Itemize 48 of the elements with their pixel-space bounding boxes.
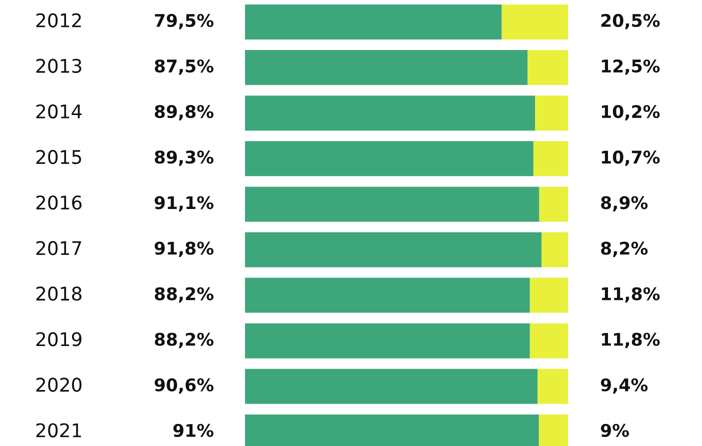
bar [539, 186, 568, 222]
data-label: 9,4% [600, 378, 648, 394]
data-label: 79,5% [154, 14, 214, 30]
bar [245, 323, 530, 358]
data-label: 89,8% [154, 105, 214, 120]
bar [245, 50, 528, 86]
data-label: 91% [173, 424, 214, 437]
bar [533, 141, 568, 176]
y-tick-label: 2020 [36, 378, 82, 392]
y-tick-label: 2017 [36, 241, 82, 256]
data-label: 10,2% [602, 105, 660, 120]
y-tick-label: 2018 [36, 286, 82, 301]
bar [502, 4, 568, 40]
data-label: 87,5% [154, 59, 214, 75]
data-label: 88,2% [154, 332, 214, 348]
bar [245, 141, 534, 176]
data-label: 88,2% [154, 287, 214, 303]
data-label: 91,8% [154, 242, 214, 258]
bar [245, 186, 540, 222]
bar [528, 50, 568, 86]
data-label: 11,8% [602, 287, 660, 303]
y-tick-label: 2012 [36, 13, 81, 28]
bar [530, 278, 568, 313]
data-label: 90,6% [154, 378, 214, 394]
bar [245, 278, 530, 313]
bar [245, 96, 536, 131]
data-label: 9% [600, 424, 629, 437]
bar [245, 4, 502, 40]
y-tick-label: 2013 [36, 58, 82, 73]
bar [535, 96, 568, 131]
y-tick-label: 2016 [36, 195, 82, 210]
data-label: 11,8% [602, 332, 660, 348]
bar [542, 232, 568, 268]
data-label: 91,1% [154, 196, 214, 212]
data-label: 8,9% [601, 196, 648, 212]
data-label: 12,5% [602, 59, 660, 75]
data-label: 10,7% [602, 150, 660, 166]
bar [245, 368, 538, 404]
y-tick-label: 2021 [36, 423, 81, 438]
data-label: 89,3% [154, 150, 214, 166]
data-label: 20,5% [601, 14, 660, 30]
y-tick-label: 2014 [36, 104, 82, 119]
bar [538, 368, 568, 404]
data-label: 8,2% [601, 242, 648, 258]
y-tick-label: 2015 [36, 150, 82, 164]
bar [245, 232, 542, 268]
bar [530, 323, 568, 358]
y-tick-label: 2019 [36, 332, 82, 346]
